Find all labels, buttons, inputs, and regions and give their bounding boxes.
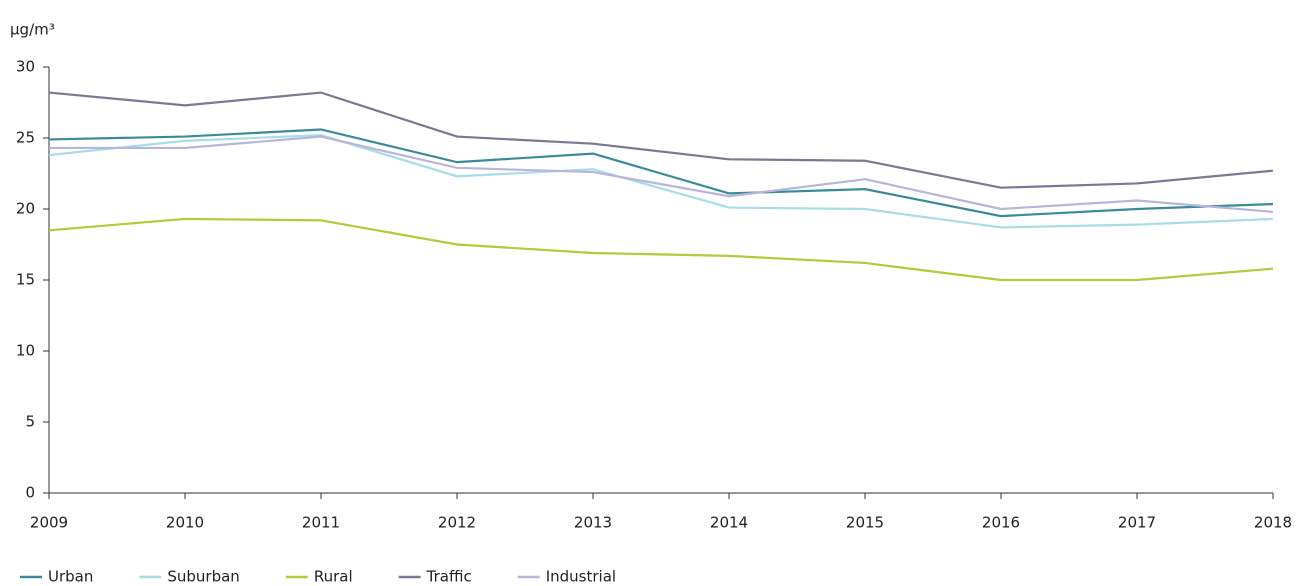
y-tick-label: 25: [16, 129, 35, 147]
x-tick-label: 2011: [302, 514, 340, 532]
x-tick-label: 2018: [1254, 514, 1292, 532]
y-tick-label: 10: [16, 342, 35, 360]
series-line: [49, 135, 1274, 213]
x-tick-label: 2010: [166, 514, 204, 532]
y-tick-label: 5: [25, 413, 35, 431]
y-tick-label: 20: [16, 200, 35, 218]
x-tick-label: 2014: [710, 514, 748, 532]
legend-label: Traffic: [426, 568, 472, 586]
series-line: [48, 128, 1274, 218]
x-tick-label: 2013: [574, 514, 612, 532]
x-tick-label: 2016: [982, 514, 1020, 532]
legend-label: Rural: [314, 568, 353, 586]
legend-label: Urban: [48, 568, 93, 586]
x-tick-label: 2017: [1118, 514, 1156, 532]
y-tick-label: 15: [16, 271, 35, 289]
x-tick-label: 2015: [846, 514, 884, 532]
legend-label: Industrial: [546, 568, 616, 586]
x-tick-label: 2012: [438, 514, 476, 532]
series-line: [48, 134, 1274, 229]
series-line: [48, 91, 1274, 189]
legend-label: Suburban: [167, 568, 239, 586]
series-line: [48, 217, 1274, 282]
y-tick-label: 0: [25, 484, 35, 502]
y-tick-label: 30: [16, 58, 35, 76]
x-tick-label: 2009: [30, 514, 68, 532]
y-axis-label: μg/m³: [10, 21, 55, 39]
